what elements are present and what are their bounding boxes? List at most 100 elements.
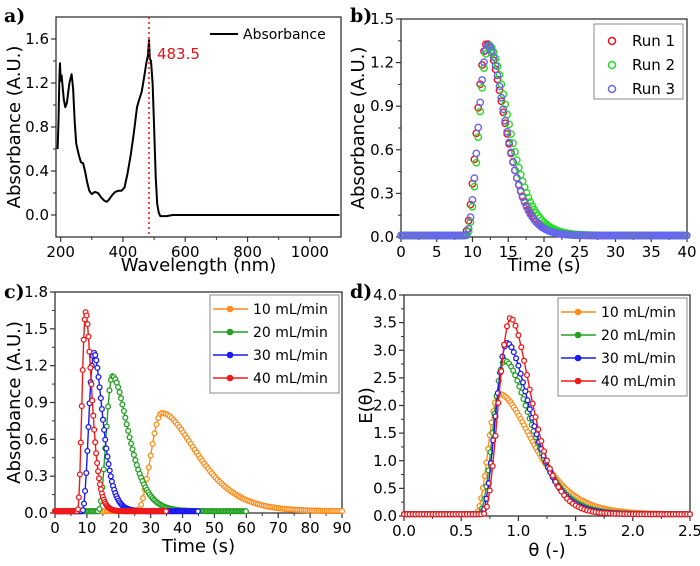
data-point [98,405,105,413]
x-tick-label: 25 [570,243,589,261]
legend-label-absorbance: Absorbance [243,27,326,43]
y-tick-label: 0.6 [24,430,48,448]
data-point [686,511,694,518]
data-point [120,407,127,415]
legend-label-run-2: Run 2 [632,56,675,74]
data-point [93,450,100,457]
data-point [93,357,100,364]
data-point [529,400,536,407]
data-point [101,426,108,433]
y-axis-label: Absorbance (A.U.) [348,47,369,210]
x-tick-label: 0.0 [392,522,416,540]
x-tick-label: 30 [606,243,625,261]
data-point [84,447,91,455]
data-point [123,421,130,428]
data-point [495,82,504,91]
data-point [549,472,556,479]
x-tick-label: 50 [205,519,224,537]
x-tick-label: 80 [301,519,320,537]
data-point [82,487,89,495]
data-point [512,174,521,182]
data-point [83,312,90,319]
data-point [546,465,553,472]
series-line-absorbance [56,39,340,218]
x-tick-label: 20 [534,243,553,261]
data-point [77,439,84,446]
y-tick-label: 2.0 [373,397,397,415]
data-point [94,459,101,467]
data-point [145,464,152,471]
data-point [106,387,113,394]
data-point [464,224,473,233]
data-point [97,395,104,402]
legend-swatch-marker [226,305,234,313]
x-tick-label: 400 [109,243,138,261]
data-point [100,466,107,473]
x-tick-label: 800 [233,243,262,261]
legend-swatch-marker [574,377,582,385]
data-point [242,508,249,515]
data-point [466,213,475,222]
data-point [522,202,531,211]
data-point [524,397,531,404]
data-point [501,116,510,125]
x-tick-label: 90 [332,519,351,537]
y-tick-label: 0.9 [24,394,48,412]
data-point [115,384,122,391]
data-point [497,93,506,102]
series-10-ml-min [400,390,692,518]
data-point [84,321,91,328]
x-tick-label: 70 [269,519,288,537]
y-tick-label: 0.8 [25,118,49,136]
legend-swatch-marker [226,351,234,359]
data-point [503,127,512,136]
data-point [512,322,519,329]
data-point [90,412,97,419]
x-tick-label: 40 [173,519,192,537]
panel-label: d) [350,281,372,303]
data-point [509,139,517,148]
y-tick-label: 1.8 [24,283,48,301]
data-point [130,451,137,458]
data-point [491,61,500,70]
data-point [517,370,524,377]
data-point [480,58,488,67]
data-point [153,421,160,428]
data-point [487,46,496,55]
data-point [498,368,505,375]
y-tick-label: 0.0 [25,206,49,224]
data-point [476,107,485,116]
data-point [85,333,92,340]
data-point [194,508,201,515]
data-point [483,503,490,510]
data-point [501,100,510,109]
data-point [512,372,519,379]
y-tick-label: 1.2 [25,74,49,92]
x-tick-label: 600 [171,243,200,261]
data-point [107,473,114,480]
data-point [119,401,126,408]
panel-b-repeatability-runs: 0 5 10 15 20 25 30 35 40 0.0 0.3 0.6 0.9 1.2 1.5 Time (… [348,5,697,276]
data-point [80,336,87,343]
data-point [521,357,528,364]
y-tick-label: 0.0 [373,507,397,525]
data-point [522,402,529,409]
x-tick-label: 35 [642,243,661,261]
y-tick-label: 0.4 [25,162,49,180]
y-tick-label: 1.5 [373,424,397,442]
data-point [474,133,483,142]
data-point [519,379,527,386]
series-40-ml-min [51,309,170,515]
legend-label: 30 mL/min [601,351,676,367]
data-point [122,414,129,421]
data-point [499,108,508,117]
legend-label: 20 mL/min [601,328,676,344]
series-40-ml-min [400,315,694,518]
data-point [128,440,135,447]
x-tick-label: 30 [141,519,160,537]
data-point [511,147,519,156]
data-point [492,432,499,439]
data-point [501,119,510,128]
x-tick-label: 10 [463,243,482,261]
data-point [513,355,520,362]
